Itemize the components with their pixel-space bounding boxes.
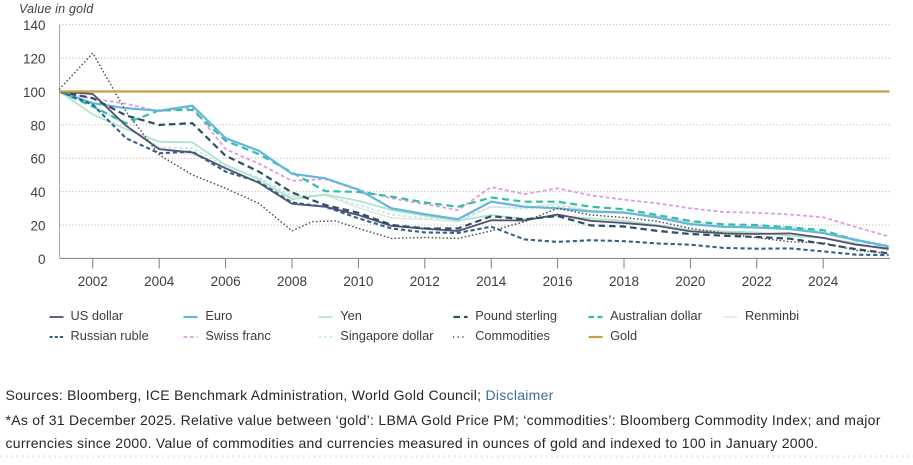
svg-text:2004: 2004 <box>144 274 175 289</box>
svg-text:0: 0 <box>38 252 46 267</box>
svg-text:2020: 2020 <box>675 274 705 289</box>
svg-text:2022: 2022 <box>742 274 772 289</box>
svg-text:2024: 2024 <box>808 274 839 289</box>
svg-text:2002: 2002 <box>78 274 108 289</box>
svg-text:2014: 2014 <box>476 274 507 289</box>
svg-text:60: 60 <box>30 152 45 167</box>
svg-text:100: 100 <box>23 85 46 100</box>
svg-text:2010: 2010 <box>343 274 373 289</box>
svg-text:2008: 2008 <box>277 274 307 289</box>
svg-text:120: 120 <box>23 52 46 67</box>
svg-text:140: 140 <box>23 18 46 33</box>
svg-text:2016: 2016 <box>543 274 573 289</box>
svg-text:2012: 2012 <box>410 274 440 289</box>
svg-text:2018: 2018 <box>609 274 639 289</box>
svg-text:20: 20 <box>30 218 45 233</box>
svg-text:80: 80 <box>30 118 45 133</box>
svg-text:40: 40 <box>30 185 45 200</box>
svg-text:2006: 2006 <box>211 274 241 289</box>
